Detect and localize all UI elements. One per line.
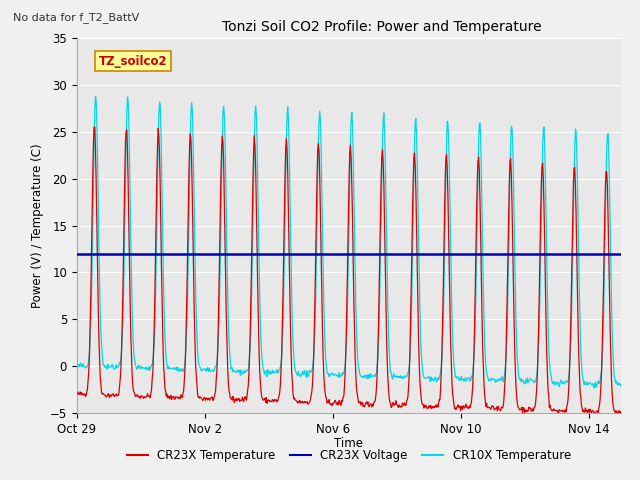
X-axis label: Time: Time xyxy=(334,437,364,450)
Text: No data for f_T2_BattV: No data for f_T2_BattV xyxy=(13,12,139,23)
Y-axis label: Power (V) / Temperature (C): Power (V) / Temperature (C) xyxy=(31,144,44,308)
Title: Tonzi Soil CO2 Profile: Power and Temperature: Tonzi Soil CO2 Profile: Power and Temper… xyxy=(221,21,541,35)
Legend: CR23X Temperature, CR23X Voltage, CR10X Temperature: CR23X Temperature, CR23X Voltage, CR10X … xyxy=(122,444,575,467)
Text: TZ_soilco2: TZ_soilco2 xyxy=(99,55,167,68)
